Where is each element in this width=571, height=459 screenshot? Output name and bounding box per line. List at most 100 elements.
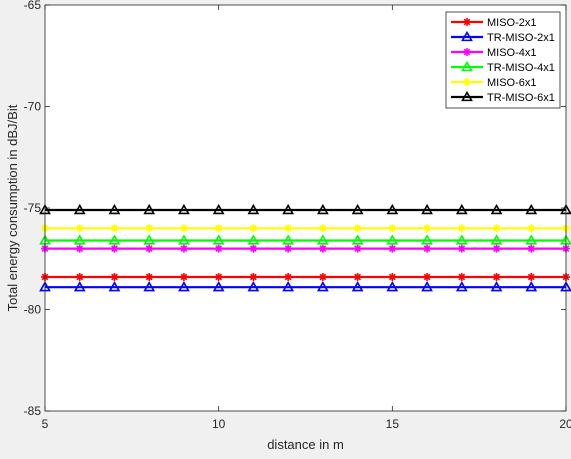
data-point xyxy=(316,203,329,215)
triangle-marker xyxy=(455,234,468,245)
data-point xyxy=(386,234,399,245)
data-point xyxy=(525,234,538,245)
data-point xyxy=(527,244,536,253)
data-point xyxy=(145,273,154,282)
data-point xyxy=(108,203,121,215)
asterisk-marker xyxy=(214,273,223,282)
data-point xyxy=(388,244,397,253)
legend-marker xyxy=(461,90,473,102)
triangle-marker xyxy=(247,234,260,245)
data-point xyxy=(316,281,329,292)
legend-item-tr-miso-6x1: TR-MISO-6x1 xyxy=(451,90,555,104)
data-point xyxy=(284,224,293,233)
asterisk-marker xyxy=(492,273,501,282)
data-point xyxy=(386,281,399,292)
asterisk-marker xyxy=(353,224,362,233)
y-tick-label: -65 xyxy=(24,0,42,12)
triangle-marker xyxy=(282,281,295,292)
data-point xyxy=(490,281,503,292)
triangle-marker xyxy=(212,203,225,215)
data-point xyxy=(249,273,258,282)
data-point xyxy=(457,273,466,282)
data-point xyxy=(421,281,433,292)
legend-marker xyxy=(463,78,471,86)
data-point xyxy=(421,234,433,245)
x-tick-label: 5 xyxy=(42,417,49,431)
asterisk-marker xyxy=(527,224,536,233)
data-point xyxy=(457,224,466,233)
legend-label: MISO-4x1 xyxy=(487,47,537,59)
triangle-marker xyxy=(386,203,399,215)
asterisk-marker xyxy=(179,224,188,233)
data-point xyxy=(143,281,156,292)
data-point xyxy=(527,273,536,282)
series-layer xyxy=(39,203,571,292)
y-tick-label: -80 xyxy=(24,303,42,317)
axis-layer: 5 10 15 20 -85 -80 -75 -70 -65 xyxy=(24,0,571,431)
triangle-marker xyxy=(525,281,538,292)
legend: MISO-2x1 TR-MISO-2x1 MISO-4x1 TR-MISO-4x1 MI… xyxy=(445,11,561,109)
asterisk-marker xyxy=(318,273,327,282)
asterisk-marker xyxy=(179,273,188,282)
triangle-marker xyxy=(247,203,260,215)
x-tick-label: 10 xyxy=(212,417,226,431)
asterisk-marker xyxy=(353,244,362,253)
triangle-marker xyxy=(143,203,156,215)
data-point xyxy=(75,244,84,253)
data-point xyxy=(492,224,501,233)
asterisk-marker xyxy=(75,224,84,233)
asterisk-marker xyxy=(214,244,223,253)
data-point xyxy=(249,244,258,253)
asterisk-marker xyxy=(463,78,471,86)
data-point xyxy=(353,244,362,253)
triangle-marker xyxy=(351,203,364,215)
triangle-marker xyxy=(282,203,295,215)
legend-marker xyxy=(461,60,473,72)
asterisk-marker xyxy=(145,224,154,233)
legend-marker xyxy=(463,48,471,56)
asterisk-marker xyxy=(388,244,397,253)
asterisk-marker xyxy=(284,244,293,253)
y-axis-label: Total energy consumption in dBJ/Bit xyxy=(5,104,20,311)
triangle-marker xyxy=(108,281,121,292)
data-point xyxy=(73,281,86,292)
data-point xyxy=(75,224,84,233)
x-tick-label: 20 xyxy=(559,417,571,431)
data-point xyxy=(388,224,397,233)
legend-label: TR-MISO-2x1 xyxy=(487,32,555,44)
data-point xyxy=(284,244,293,253)
series-tr-miso-4x1 xyxy=(39,234,571,245)
data-point xyxy=(212,234,225,245)
data-point xyxy=(247,281,260,292)
triangle-marker xyxy=(461,30,473,42)
data-point xyxy=(212,281,225,292)
data-point xyxy=(490,234,503,245)
legend-item-tr-miso-2x1: TR-MISO-2x1 xyxy=(451,30,555,44)
data-point xyxy=(178,203,190,215)
data-point xyxy=(145,244,154,253)
triangle-marker xyxy=(316,281,329,292)
data-point xyxy=(110,273,119,282)
triangle-marker xyxy=(490,203,503,215)
data-point xyxy=(525,281,538,292)
x-axis-label: distance in m xyxy=(267,437,344,452)
triangle-marker xyxy=(421,234,433,245)
data-point xyxy=(108,281,121,292)
legend-box xyxy=(445,11,561,109)
triangle-marker xyxy=(455,203,468,215)
asterisk-marker xyxy=(284,273,293,282)
data-point xyxy=(455,203,468,215)
data-point xyxy=(212,203,225,215)
triangle-marker xyxy=(316,234,329,245)
triangle-marker xyxy=(461,90,473,102)
asterisk-marker xyxy=(457,244,466,253)
data-point xyxy=(353,273,362,282)
data-point xyxy=(214,244,223,253)
data-point xyxy=(284,273,293,282)
triangle-marker xyxy=(351,234,364,245)
data-point xyxy=(179,244,188,253)
y-tick-label: -75 xyxy=(24,201,42,215)
triangle-marker xyxy=(490,281,503,292)
triangle-marker xyxy=(461,60,473,72)
data-point xyxy=(351,203,364,215)
